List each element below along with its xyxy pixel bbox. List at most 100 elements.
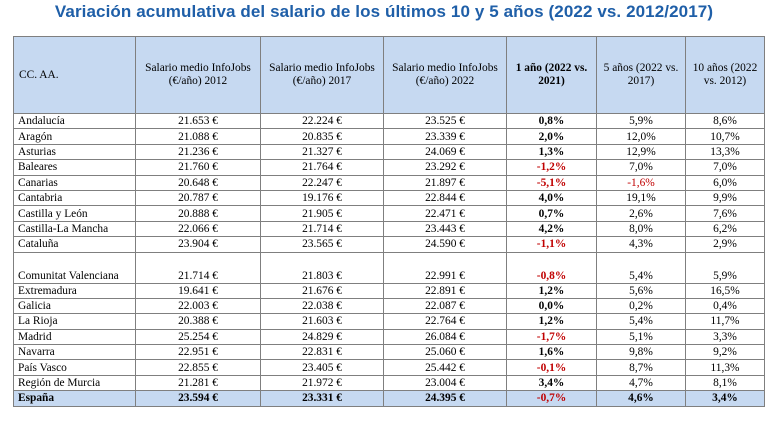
table-row: Castilla y León 20.888 €21.905 €22.471 €0…: [13, 205, 765, 222]
salary-2022-cell: 22.764 €: [383, 313, 507, 330]
variation-10-years-cell: 10,7%: [685, 128, 765, 145]
variation-5-years-cell: 5,4%: [596, 251, 686, 284]
salary-2012-cell: 20.888 €: [135, 205, 261, 222]
region-cell: Andalucía: [13, 112, 136, 130]
total-salary-2012: 23.594 €: [135, 390, 261, 407]
table-row: Galicia 22.003 €22.038 €22.087 €0,0% 0,2% 0…: [13, 297, 765, 315]
variation-5-years-cell: 2,6%: [596, 205, 686, 222]
salary-2017-cell: 21.803 €: [260, 251, 384, 284]
variation-1-year-cell: -1,1%: [506, 236, 597, 253]
variation-10-years-cell: 16,5%: [685, 282, 765, 299]
column-header-salary-2022: Salario medio InfoJobs (€/año) 2022: [383, 36, 507, 114]
salary-2017-cell: 19.176 €: [260, 189, 384, 207]
salary-2012-cell: 22.066 €: [135, 220, 261, 238]
salary-2017-cell: 23.405 €: [260, 359, 384, 376]
region-cell: Castilla y León: [13, 205, 136, 222]
table-row: Canarias 20.648 €22.247 €21.897 € -5,1% -1,…: [13, 174, 765, 191]
column-header-salary-2012: Salario medio InfoJobs (€/año) 2012: [135, 36, 261, 114]
variation-1-year-cell: 0,0%: [506, 297, 597, 315]
salary-2022-cell: 22.844 €: [383, 189, 507, 207]
variation-1-year-cell: -0,8%: [506, 251, 597, 284]
table-row: Extremadura 19.641 €21.676 €22.891 €1,2% 5…: [13, 282, 765, 299]
variation-1-year-cell: 4,0%: [506, 189, 597, 207]
salary-table: CC. AA. Salario medio InfoJobs (€/año) 2…: [13, 36, 765, 407]
region-cell: Cantabria: [13, 189, 136, 207]
salary-2012-cell: 20.648 €: [135, 174, 261, 191]
region-cell: Asturias: [13, 143, 136, 161]
table-row: Cantabria 20.787 €19.176 €22.844 €4,0% 19,…: [13, 189, 765, 207]
salary-2012-cell: 22.855 €: [135, 359, 261, 376]
variation-10-years-cell: 3,3%: [685, 328, 765, 346]
variation-10-years-cell: 7,0%: [685, 159, 765, 176]
table-row: Aragón 21.088 €20.835 €23.339 €2,0% 12,0% 1…: [13, 128, 765, 145]
variation-10-years-cell: 8,6%: [685, 112, 765, 130]
region-cell: Aragón: [13, 128, 136, 145]
variation-10-years-cell: 8,1%: [685, 374, 765, 392]
column-header-variation-10-years: 10 años (2022 vs. 2012): [685, 36, 765, 114]
total-region: España: [13, 390, 136, 407]
variation-10-years-cell: 6,2%: [685, 220, 765, 238]
table-row: Navarra 22.951 €22.831 €25.060 €1,6% 9,8% 9…: [13, 344, 765, 361]
total-row: España 23.594 € 23.331 € 24.395 € -0,7% …: [13, 390, 765, 407]
total-variation-1-year: -0,7%: [506, 390, 597, 407]
salary-2022-cell: 25.060 €: [383, 344, 507, 361]
table-row: Castilla-La Mancha 22.066 €21.714 €23.443…: [13, 220, 765, 238]
salary-2017-cell: 23.565 €: [260, 236, 384, 253]
salary-2017-cell: 21.603 €: [260, 313, 384, 330]
region-cell: Madrid: [13, 328, 136, 346]
table-row: Andalucía 21.653 €22.224 €23.525 €0,8% 5,9…: [13, 112, 765, 130]
region-cell: Navarra: [13, 344, 136, 361]
variation-1-year-cell: -1,7%: [506, 328, 597, 346]
variation-1-year-cell: 1,2%: [506, 313, 597, 330]
page-title: Variación acumulativa del salario de los…: [54, 2, 714, 21]
variation-5-years-cell: -1,6%: [596, 174, 686, 191]
salary-2012-cell: 21.236 €: [135, 143, 261, 161]
table-row: Asturias 21.236 €21.327 €24.069 €1,3% 12,9…: [13, 143, 765, 161]
salary-2017-cell: 24.829 €: [260, 328, 384, 346]
column-header-salary-2017: Salario medio InfoJobs (€/año) 2017: [260, 36, 384, 114]
salary-2012-cell: 21.760 €: [135, 159, 261, 176]
variation-5-years-cell: 5,1%: [596, 328, 686, 346]
region-cell: Canarias: [13, 174, 136, 191]
salary-2012-cell: 22.003 €: [135, 297, 261, 315]
salary-2012-cell: 21.714 €: [135, 251, 261, 284]
region-cell: Castilla-La Mancha: [13, 220, 136, 238]
salary-2017-cell: 21.327 €: [260, 143, 384, 161]
variation-10-years-cell: 0,4%: [685, 297, 765, 315]
variation-5-years-cell: 7,0%: [596, 159, 686, 176]
variation-1-year-cell: 4,2%: [506, 220, 597, 238]
variation-10-years-cell: 5,9%: [685, 251, 765, 284]
salary-2017-cell: 21.714 €: [260, 220, 384, 238]
salary-2017-cell: 20.835 €: [260, 128, 384, 145]
salary-2022-cell: 26.084 €: [383, 328, 507, 346]
variation-5-years-cell: 5,9%: [596, 112, 686, 130]
variation-1-year-cell: -5,1%: [506, 174, 597, 191]
salary-2022-cell: 23.004 €: [383, 374, 507, 392]
salary-2012-cell: 21.653 €: [135, 112, 261, 130]
salary-2012-cell: 21.088 €: [135, 128, 261, 145]
table-row: La Rioja 20.388 €21.603 €22.764 €1,2% 5,4%…: [13, 313, 765, 330]
salary-2022-cell: 23.443 €: [383, 220, 507, 238]
variation-5-years-cell: 19,1%: [596, 189, 686, 207]
table-row: Región de Murcia 21.281 €21.972 €23.004 €…: [13, 374, 765, 392]
variation-1-year-cell: -0,1%: [506, 359, 597, 376]
variation-5-years-cell: 12,0%: [596, 128, 686, 145]
variation-5-years-cell: 8,7%: [596, 359, 686, 376]
salary-2017-cell: 22.831 €: [260, 344, 384, 361]
variation-10-years-cell: 11,7%: [685, 313, 765, 330]
variation-5-years-cell: 9,8%: [596, 344, 686, 361]
total-salary-2017: 23.331 €: [260, 390, 384, 407]
variation-1-year-cell: 3,4%: [506, 374, 597, 392]
salary-2012-cell: 21.281 €: [135, 374, 261, 392]
variation-5-years-cell: 0,2%: [596, 297, 686, 315]
salary-2012-cell: 20.787 €: [135, 189, 261, 207]
table-row: Madrid 25.254 €24.829 €26.084 € -1,7% 5,1% 3…: [13, 328, 765, 346]
variation-5-years-cell: 5,6%: [596, 282, 686, 299]
column-header-variation-1-year: 1 año (2022 vs. 2021): [506, 36, 597, 114]
variation-5-years-cell: 5,4%: [596, 313, 686, 330]
variation-10-years-cell: 9,9%: [685, 189, 765, 207]
salary-2012-cell: 22.951 €: [135, 344, 261, 361]
salary-2022-cell: 23.339 €: [383, 128, 507, 145]
region-cell: Cataluña: [13, 236, 136, 253]
salary-2017-cell: 22.038 €: [260, 297, 384, 315]
